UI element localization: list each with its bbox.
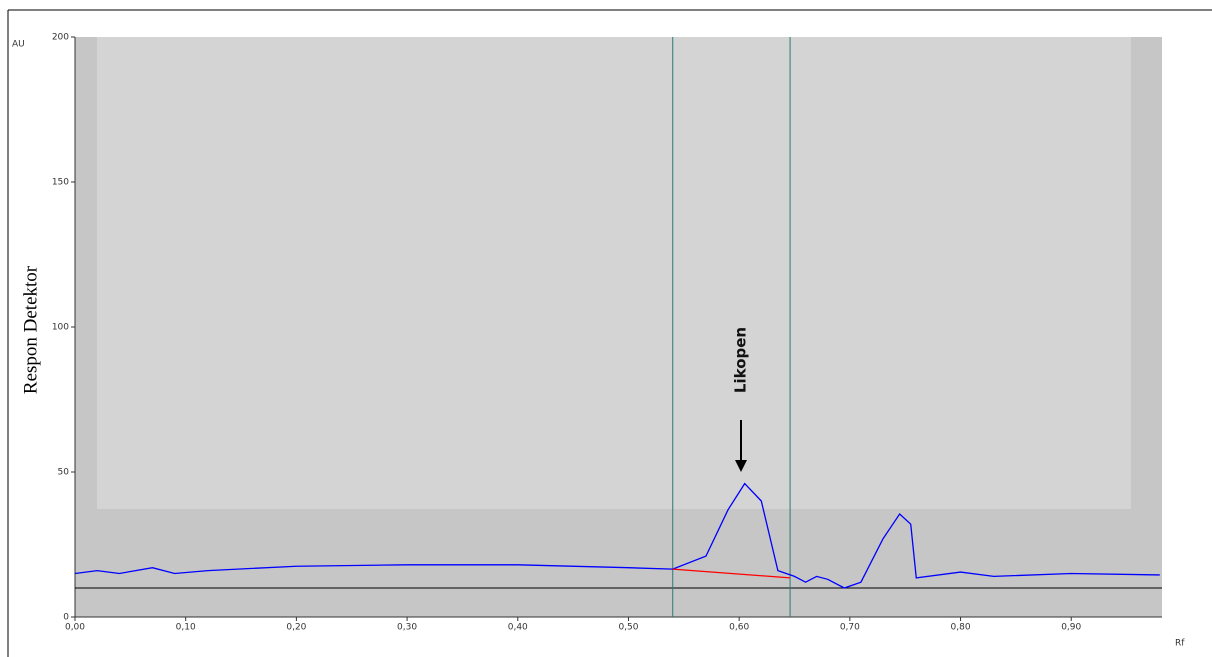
plot-inner (97, 37, 1131, 509)
annotation: Likopen (732, 327, 750, 393)
chart: AU Rf Respon Detektor 0 50 100 150 200 0,00 0,… (0, 0, 1212, 657)
x-tick-label: 0,20 (286, 623, 306, 633)
x-tick-label: 0,80 (951, 623, 971, 633)
x-tick-label: 0,50 (618, 623, 638, 633)
x-tick-label: 0,00 (65, 623, 85, 633)
x-tick-label: 0,30 (397, 623, 417, 633)
y-axis-label: Respon Detektor (20, 265, 41, 394)
y-tick-label: 0 (63, 613, 69, 623)
y-tick-label: 50 (58, 468, 70, 478)
x-tick-label: 0,40 (508, 623, 528, 633)
x-axis-label: Rf (1175, 639, 1185, 649)
x-tick-label: 0,70 (840, 623, 860, 633)
y-tick-label: 100 (52, 323, 69, 333)
x-tick-label: 0,10 (176, 623, 196, 633)
y-unit: AU (12, 40, 25, 50)
x-tick-label: 0,90 (1061, 623, 1081, 633)
y-tick-label: 150 (52, 178, 69, 188)
y-tick-label: 200 (52, 33, 69, 43)
x-tick-label: 0,60 (729, 623, 749, 633)
